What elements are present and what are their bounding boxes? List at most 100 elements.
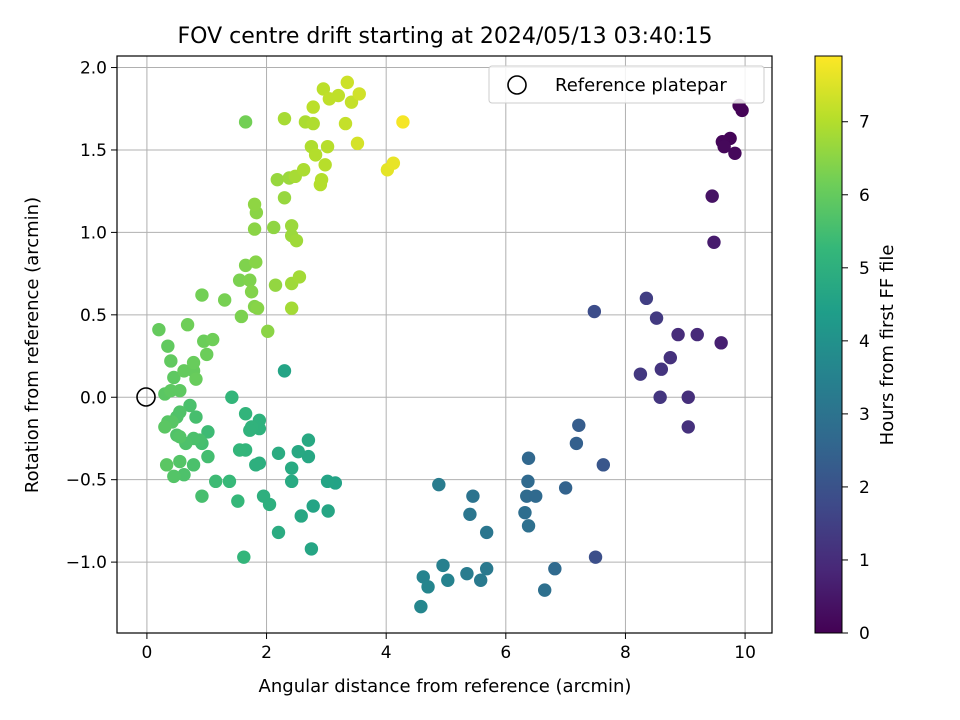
colorbar-ticks: 0 1 2 3 4 5 6 7 (842, 113, 870, 644)
data-point (256, 489, 271, 503)
data-point (735, 103, 749, 118)
colorbar-tick-label: 6 (859, 186, 870, 206)
colorbar: 0 1 2 3 4 5 6 7 Hours from first FF file (814, 55, 898, 644)
data-point (222, 474, 237, 489)
data-point (301, 433, 316, 447)
data-point (707, 235, 721, 249)
x-tick-label: 10 (734, 643, 756, 663)
data-point (164, 354, 178, 368)
data-point (521, 474, 535, 489)
data-point (152, 322, 166, 337)
data-point (320, 474, 335, 489)
y-tick-label: −1.0 (66, 553, 107, 573)
data-point (267, 220, 281, 235)
data-point (225, 390, 239, 404)
data-point (238, 258, 253, 273)
y-tick-label: 1.0 (80, 223, 107, 243)
data-point (521, 451, 536, 465)
data-point (284, 461, 299, 475)
data-point (231, 494, 245, 508)
data-point (681, 420, 695, 434)
data-point (237, 550, 251, 564)
reference-marker (136, 387, 156, 407)
data-point (177, 364, 191, 378)
y-axis-ticks: −1.0 −0.5 0.0 0.5 1.0 1.5 2.0 (66, 59, 117, 573)
data-point (306, 499, 320, 513)
data-point (338, 116, 353, 131)
data-point (270, 172, 285, 187)
data-point (414, 599, 428, 614)
data-point (238, 407, 253, 421)
data-point (639, 291, 654, 306)
data-point (705, 189, 719, 203)
data-point (200, 347, 214, 362)
data-point (588, 550, 603, 564)
data-point (189, 410, 203, 424)
data-point (249, 255, 263, 269)
data-point (331, 88, 346, 103)
data-point (291, 444, 305, 459)
data-point (268, 278, 283, 292)
data-point (161, 339, 175, 353)
data-point (671, 327, 685, 342)
x-tick-label: 4 (381, 643, 392, 663)
data-point (306, 100, 320, 114)
data-point (195, 489, 209, 503)
data-point (247, 197, 262, 212)
data-point (548, 562, 562, 576)
data-point (277, 364, 292, 378)
data-point (289, 233, 304, 248)
data-point (173, 430, 187, 444)
data-point (316, 82, 331, 96)
data-point (238, 115, 253, 129)
data-point (186, 355, 201, 370)
data-point (473, 573, 488, 587)
plot-frame (116, 55, 773, 634)
data-point (320, 139, 335, 154)
data-point (206, 332, 220, 347)
colorbar-gradient (814, 55, 843, 634)
data-point (208, 474, 223, 489)
data-point (314, 172, 329, 187)
data-point (681, 390, 695, 404)
data-point (460, 566, 474, 581)
data-point (189, 372, 203, 386)
y-tick-label: 1.5 (80, 141, 107, 161)
data-point (304, 542, 319, 556)
data-point (386, 156, 401, 170)
data-point (296, 163, 311, 177)
data-point (284, 219, 299, 233)
data-point (728, 146, 742, 160)
data-point (201, 425, 215, 439)
data-point (277, 111, 292, 126)
data-point (261, 324, 275, 339)
data-point (180, 318, 195, 332)
colorbar-tick-label: 1 (859, 551, 870, 571)
data-point (633, 367, 648, 381)
data-point (249, 458, 263, 472)
data-point (243, 423, 257, 437)
data-point (463, 507, 477, 522)
data-point (247, 222, 262, 236)
data-point (250, 301, 265, 315)
data-point (518, 505, 532, 520)
colorbar-tick-label: 2 (859, 478, 870, 498)
data-point (654, 362, 669, 376)
data-point (572, 418, 586, 432)
data-point (244, 285, 259, 299)
data-point (690, 327, 704, 342)
data-point (479, 525, 494, 540)
data-point (186, 458, 201, 472)
data-point (717, 139, 731, 154)
data-point (177, 468, 191, 482)
data-point (340, 75, 354, 90)
data-point (653, 390, 667, 404)
x-tick-label: 8 (620, 643, 631, 663)
colorbar-tick-label: 5 (859, 259, 870, 279)
data-point (243, 273, 257, 287)
data-point (232, 273, 247, 287)
legend-marker (507, 75, 527, 95)
x-tick-label: 2 (261, 643, 272, 663)
data-point (558, 481, 573, 495)
